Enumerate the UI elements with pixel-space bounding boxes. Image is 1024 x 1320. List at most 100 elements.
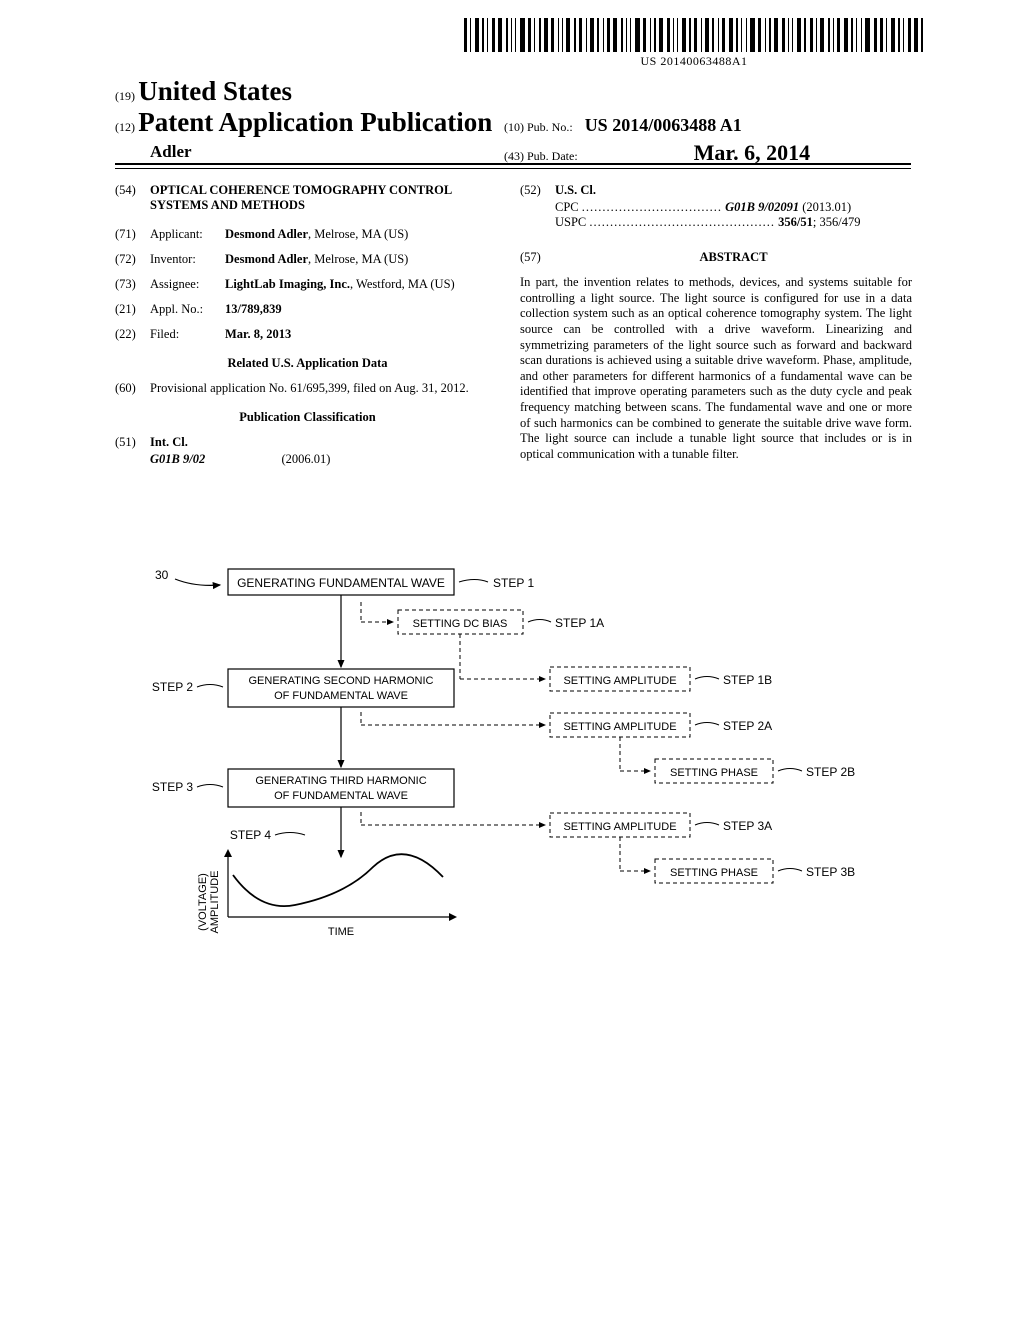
appl-no: 13/789,839 [225, 302, 282, 316]
field-60: (60) Provisional application No. 61/695,… [115, 381, 500, 396]
us-cl-label: U.S. Cl. [555, 183, 596, 197]
header-right: (10) Pub. No.: US 2014/0063488 A1 (43) P… [504, 115, 810, 166]
svg-text:OF FUNDAMENTAL WAVE: OF FUNDAMENTAL WAVE [274, 790, 408, 802]
uspc-dots: ........................................… [589, 215, 775, 229]
svg-text:SETTING AMPLITUDE: SETTING AMPLITUDE [563, 675, 676, 687]
pubno-label: Pub. No.: [527, 120, 573, 134]
field-57-num: (57) [520, 250, 555, 265]
inventor-name: Desmond Adler [225, 252, 308, 266]
field-52-num: (52) [520, 183, 555, 198]
applicant-name: Desmond Adler [225, 227, 308, 241]
country-line: (19) United States [115, 76, 492, 107]
svg-text:STEP 2: STEP 2 [152, 680, 193, 694]
fig-ref: 30 [155, 568, 169, 582]
svg-text:GENERATING THIRD HARMONIC: GENERATING THIRD HARMONIC [255, 775, 426, 787]
barcode-image [464, 18, 924, 52]
uspc-label: USPC [555, 215, 586, 229]
field-21-num: (21) [115, 302, 150, 317]
field-22-num: (22) [115, 327, 150, 342]
pub-no-line: (10) Pub. No.: US 2014/0063488 A1 [504, 115, 810, 136]
field-21-body: 13/789,839 [225, 302, 500, 317]
pub-title: Patent Application Publication [138, 107, 492, 137]
field-60-body: Provisional application No. 61/695,399, … [150, 381, 500, 396]
field-22-body: Mar. 8, 2013 [225, 327, 500, 342]
pubdate-code: (43) [504, 149, 524, 163]
cpc-line: CPC .................................. G… [555, 200, 912, 215]
field-73: (73) Assignee: LightLab Imaging, Inc., W… [115, 277, 500, 292]
int-cl-label: Int. Cl. [150, 435, 188, 449]
pubdate-label: Pub. Date: [527, 149, 578, 163]
abstract-text: In part, the invention relates to method… [520, 275, 912, 463]
int-cl-code: G01B 9/02 [150, 452, 205, 466]
left-column: (54) OPTICAL COHERENCE TOMOGRAPHY CONTRO… [115, 183, 500, 467]
svg-text:TIME: TIME [328, 926, 354, 938]
classification-heading: Publication Classification [115, 410, 500, 425]
uspc-value: 356/51 [778, 215, 813, 229]
author-name: Adler [150, 142, 492, 162]
assignee-loc: , Westford, MA (US) [350, 277, 455, 291]
country-code: (19) [115, 89, 135, 103]
field-71: (71) Applicant: Desmond Adler, Melrose, … [115, 227, 500, 242]
filed-date: Mar. 8, 2013 [225, 327, 291, 341]
field-51: (51) Int. Cl. [115, 435, 500, 450]
field-72-label: Inventor: [150, 252, 225, 267]
pubno-code: (10) [504, 120, 524, 134]
svg-text:SETTING AMPLITUDE: SETTING AMPLITUDE [563, 821, 676, 833]
abstract-label: ABSTRACT [555, 250, 912, 265]
abstract-header: (57) ABSTRACT [520, 250, 912, 265]
svg-text:SETTING AMPLITUDE: SETTING AMPLITUDE [563, 721, 676, 733]
svg-text:SETTING PHASE: SETTING PHASE [670, 767, 758, 779]
right-column: (52) U.S. Cl. CPC ......................… [520, 183, 912, 463]
svg-text:STEP 1: STEP 1 [493, 576, 534, 590]
svg-text:STEP 3B: STEP 3B [806, 865, 855, 879]
field-71-num: (71) [115, 227, 150, 242]
related-heading: Related U.S. Application Data [115, 356, 500, 371]
field-71-body: Desmond Adler, Melrose, MA (US) [225, 227, 500, 242]
cpc-value: G01B 9/02091 [725, 200, 799, 214]
svg-text:STEP 2B: STEP 2B [806, 765, 855, 779]
int-cl-year: (2006.01) [281, 452, 330, 466]
assignee-name: LightLab Imaging, Inc. [225, 277, 350, 291]
cpc-dots: .................................. [582, 200, 722, 214]
svg-text:STEP 4: STEP 4 [230, 828, 271, 842]
svg-text:STEP 3: STEP 3 [152, 780, 193, 794]
svg-text:OF FUNDAMENTAL WAVE: OF FUNDAMENTAL WAVE [274, 690, 408, 702]
pubdate-value: Mar. 6, 2014 [694, 140, 811, 165]
field-54-title: OPTICAL COHERENCE TOMOGRAPHY CONTROL SYS… [150, 183, 500, 213]
inventor-loc: , Melrose, MA (US) [308, 252, 408, 266]
field-51-label: Int. Cl. [150, 435, 500, 450]
field-51-num: (51) [115, 435, 150, 450]
field-73-body: LightLab Imaging, Inc., Westford, MA (US… [225, 277, 500, 292]
svg-text:SETTING PHASE: SETTING PHASE [670, 867, 758, 879]
divider-thick [115, 163, 911, 165]
svg-text:AMPLITUDE: AMPLITUDE [209, 871, 221, 934]
country-name: United States [138, 76, 292, 106]
field-60-num: (60) [115, 381, 150, 396]
pub-code: (12) [115, 120, 135, 134]
field-51-body: G01B 9/02 (2006.01) [150, 452, 500, 467]
barcode-text: US 20140063488A1 [464, 54, 924, 69]
uspc-line: USPC ...................................… [555, 215, 912, 230]
field-72: (72) Inventor: Desmond Adler, Melrose, M… [115, 252, 500, 267]
field-73-num: (73) [115, 277, 150, 292]
field-22-label: Filed: [150, 327, 225, 342]
cpc-year: (2013.01) [799, 200, 851, 214]
field-52-label: U.S. Cl. [555, 183, 912, 198]
field-72-num: (72) [115, 252, 150, 267]
svg-text:(VOLTAGE): (VOLTAGE) [197, 873, 209, 931]
field-52: (52) U.S. Cl. [520, 183, 912, 198]
figure: 30 GENERATING FUNDAMENTAL WAVE STEP 1 SE… [115, 557, 911, 997]
svg-text:GENERATING SECOND HARMONIC: GENERATING SECOND HARMONIC [249, 675, 434, 687]
svg-text:STEP 2A: STEP 2A [723, 719, 772, 733]
field-21: (21) Appl. No.: 13/789,839 [115, 302, 500, 317]
field-54: (54) OPTICAL COHERENCE TOMOGRAPHY CONTRO… [115, 183, 500, 213]
svg-text:GENERATING FUNDAMENTAL WAVE: GENERATING FUNDAMENTAL WAVE [237, 576, 445, 590]
svg-text:STEP 3A: STEP 3A [723, 819, 772, 833]
publication-line: (12) Patent Application Publication [115, 107, 492, 138]
field-22: (22) Filed: Mar. 8, 2013 [115, 327, 500, 342]
svg-text:STEP 1A: STEP 1A [555, 616, 604, 630]
applicant-loc: , Melrose, MA (US) [308, 227, 408, 241]
field-72-body: Desmond Adler, Melrose, MA (US) [225, 252, 500, 267]
svg-text:STEP 1B: STEP 1B [723, 673, 772, 687]
cpc-label: CPC [555, 200, 579, 214]
